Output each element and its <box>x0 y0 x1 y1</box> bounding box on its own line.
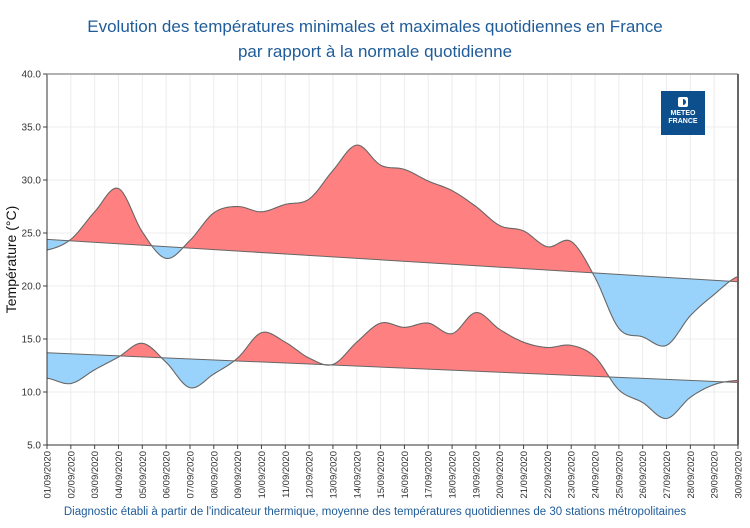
meteo-france-logo: METEO FRANCE <box>661 91 705 135</box>
chart-title: Evolution des températures minimales et … <box>0 14 750 64</box>
x-tick-label: 21/09/2020 <box>519 451 530 499</box>
title-line-1: Evolution des températures minimales et … <box>87 17 663 36</box>
title-line-2: par rapport à la normale quotidienne <box>237 42 513 61</box>
x-tick-label: 09/09/2020 <box>233 451 244 499</box>
y-tick-label: 35.0 <box>22 123 42 134</box>
x-tick-label: 03/09/2020 <box>90 451 101 499</box>
x-tick-label: 12/09/2020 <box>305 451 316 499</box>
y-tick-label: 15.0 <box>22 335 42 346</box>
footer-note: Diagnostic établi à partir de l'indicate… <box>63 506 687 518</box>
y-tick-label: 30.0 <box>22 176 42 187</box>
x-tick-label: 25/09/2020 <box>614 451 625 499</box>
x-tick-label: 10/09/2020 <box>257 451 268 499</box>
x-tick-label: 04/09/2020 <box>114 451 125 499</box>
x-tick-label: 19/09/2020 <box>471 451 482 499</box>
x-tick-label: 06/09/2020 <box>162 451 173 499</box>
x-tick-label: 24/09/2020 <box>591 451 602 499</box>
x-tick-label: 18/09/2020 <box>448 451 459 499</box>
tmax-normal-line <box>46 238 739 283</box>
x-tick-label: 23/09/2020 <box>567 451 578 499</box>
tmin-above-normal-area <box>47 312 738 383</box>
y-tick-label: 25.0 <box>22 229 42 240</box>
x-tick-label: 02/09/2020 <box>66 451 77 499</box>
x-tick-label: 15/09/2020 <box>376 451 387 499</box>
tmax-line <box>46 144 739 347</box>
y-tick-label: 10.0 <box>22 388 42 399</box>
x-tick-label: 26/09/2020 <box>638 451 649 499</box>
x-tick-label: 08/09/2020 <box>209 451 220 499</box>
x-tick-label: 16/09/2020 <box>400 451 411 499</box>
tmax-above-normal-area <box>47 145 738 282</box>
y-tick-label: 40.0 <box>22 70 42 81</box>
x-tick-label: 28/09/2020 <box>686 451 697 499</box>
x-tick-label: 30/09/2020 <box>734 451 745 499</box>
y-tick-label: 5.0 <box>27 441 41 452</box>
x-tick-label: 17/09/2020 <box>424 451 435 499</box>
logo-text-1: METEO <box>670 110 696 117</box>
x-tick-label: 07/09/2020 <box>185 451 196 499</box>
x-tick-label: 22/09/2020 <box>543 451 554 499</box>
x-tick-label: 20/09/2020 <box>495 451 506 499</box>
y-axis-label: Température (°C) <box>3 206 19 314</box>
x-tick-label: 01/09/2020 <box>43 451 54 499</box>
logo-icon <box>678 97 688 107</box>
x-tick-label: 11/09/2020 <box>281 451 292 498</box>
x-tick-label: 14/09/2020 <box>352 451 363 499</box>
y-tick-label: 20.0 <box>22 282 42 293</box>
x-tick-label: 13/09/2020 <box>328 451 339 499</box>
x-tick-label: 29/09/2020 <box>710 451 721 499</box>
x-tick-label: 27/09/2020 <box>662 451 673 499</box>
x-tick-label: 05/09/2020 <box>138 451 149 499</box>
tmin-line <box>46 311 739 420</box>
logo-text-2: FRANCE <box>668 118 698 125</box>
